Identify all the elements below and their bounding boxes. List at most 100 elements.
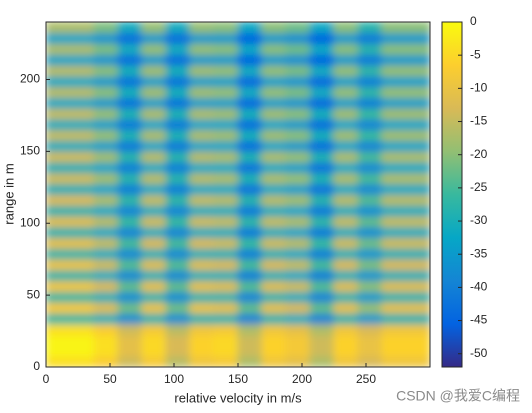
heatmap-cell	[261, 280, 287, 293]
heatmap-cell	[333, 334, 359, 346]
heatmap-cell	[93, 215, 119, 228]
heatmap-cell	[213, 334, 239, 346]
heatmap-cell	[189, 150, 215, 163]
heatmap-cell	[189, 22, 215, 34]
heatmap-cell	[93, 183, 119, 195]
y-tick-label: 200	[20, 72, 40, 86]
colorbar	[441, 21, 463, 368]
heatmap-cell	[46, 96, 71, 109]
heatmap-cell	[261, 344, 287, 357]
heatmap-cell	[333, 53, 359, 66]
heatmap-cell	[141, 204, 167, 217]
heatmap-cell	[357, 107, 383, 120]
heatmap-cell	[141, 355, 167, 367]
heatmap-cell	[117, 301, 143, 314]
heatmap-cell	[237, 96, 263, 109]
heatmap-cell	[381, 161, 407, 174]
x-tick-label: 0	[43, 372, 50, 386]
heatmap-cell	[213, 86, 239, 98]
x-axis-label: relative velocity in m/s	[174, 390, 302, 405]
heatmap-cell	[309, 32, 335, 45]
heatmap-cell	[69, 215, 95, 228]
heatmap-cell	[165, 247, 191, 260]
heatmap-cell	[141, 96, 167, 109]
x-tick-label: 200	[292, 372, 312, 386]
heatmap-cell	[261, 323, 287, 336]
heatmap-cell	[237, 22, 263, 34]
heatmap-cell	[165, 140, 191, 152]
colorbar-tick-label: 0	[470, 14, 477, 28]
heatmap-cell	[405, 226, 430, 239]
colorbar-tick-label: -50	[470, 346, 488, 360]
heatmap-cell	[93, 140, 119, 152]
heatmap-cell	[357, 323, 383, 336]
heatmap-cell	[357, 161, 383, 174]
heatmap-cell	[69, 53, 95, 66]
heatmap-cell	[141, 258, 167, 271]
heatmap-cell	[213, 204, 239, 217]
heatmap-cell	[285, 334, 311, 346]
heatmap-cell	[333, 247, 359, 260]
heatmap-cell	[237, 258, 263, 271]
heatmap-cell	[189, 32, 215, 45]
heatmap-cell	[93, 301, 119, 314]
heatmap-cell	[381, 129, 407, 142]
heatmap-cell	[261, 140, 287, 152]
heatmap-cell	[237, 226, 263, 239]
heatmap-cell	[261, 129, 287, 142]
heatmap-cell	[46, 291, 71, 303]
heatmap-cell	[357, 226, 383, 239]
heatmap-cell	[141, 75, 167, 88]
colorbar-tick-label: -40	[470, 280, 488, 294]
heatmap-cell	[405, 96, 430, 109]
heatmap-cell	[46, 301, 71, 314]
heatmap-cell	[237, 215, 263, 228]
heatmap-cell	[189, 312, 215, 325]
heatmap-cell	[285, 32, 311, 45]
heatmap-cell	[117, 247, 143, 260]
heatmap-cell	[165, 64, 191, 77]
heatmap-cell	[117, 183, 143, 195]
heatmap-cell	[141, 183, 167, 195]
heatmap-cell	[237, 183, 263, 195]
heatmap-cell	[285, 183, 311, 195]
heatmap-cell	[165, 75, 191, 88]
heatmap-cell	[165, 107, 191, 120]
heatmap-cell	[285, 301, 311, 314]
heatmap-cell	[165, 53, 191, 66]
heatmap-cell	[357, 204, 383, 217]
heatmap-cell	[46, 53, 71, 66]
heatmap-cell	[117, 323, 143, 336]
heatmap-cell	[117, 204, 143, 217]
heatmap-cell	[381, 237, 407, 249]
heatmap-cell	[165, 118, 191, 131]
heatmap-cell	[333, 32, 359, 45]
heatmap-cell	[189, 258, 215, 271]
heatmap-cell	[405, 53, 430, 66]
heatmap-cell	[309, 269, 335, 282]
heatmap-cell	[381, 226, 407, 239]
heatmap-cell	[381, 215, 407, 228]
heatmap-cell	[381, 291, 407, 303]
heatmap-cell	[333, 64, 359, 77]
heatmap-cell	[381, 344, 407, 357]
heatmap-cell	[213, 161, 239, 174]
heatmap-cell	[165, 194, 191, 206]
heatmap-cell	[309, 344, 335, 357]
heatmap-cell	[357, 32, 383, 45]
heatmap-cell	[261, 226, 287, 239]
heatmap-cell	[261, 22, 287, 34]
heatmap-cells	[46, 22, 430, 367]
heatmap-cell	[46, 344, 71, 357]
heatmap-cell	[117, 334, 143, 346]
heatmap-cell	[165, 269, 191, 282]
heatmap-cell	[46, 334, 71, 346]
heatmap-cell	[213, 269, 239, 282]
heatmap-cell	[309, 129, 335, 142]
heatmap-cell	[333, 22, 359, 34]
heatmap-cell	[165, 183, 191, 195]
heatmap-cell	[117, 86, 143, 98]
heatmap-cell	[261, 43, 287, 55]
heatmap-cell	[285, 258, 311, 271]
heatmap-cell	[357, 291, 383, 303]
